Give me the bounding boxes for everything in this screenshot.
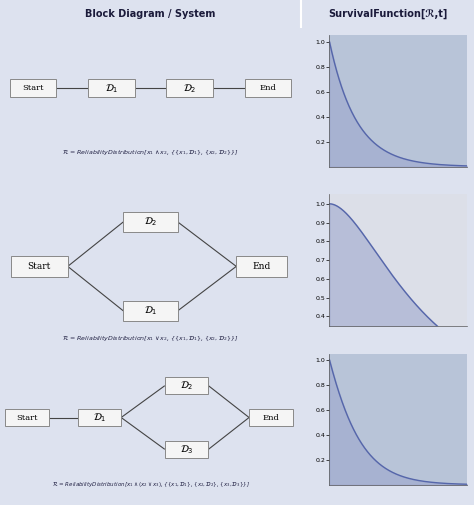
Bar <box>123 300 178 321</box>
Text: Block Diagram / System: Block Diagram / System <box>85 9 216 19</box>
Text: $\mathcal{R}$ = ReliabilityDistribution[$x_1 \wedge (x_2 \vee x_3)$, {$\{x_1, \m: $\mathcal{R}$ = ReliabilityDistribution[… <box>52 479 249 489</box>
Bar <box>249 409 293 426</box>
Text: $\mathcal{D}_3$: $\mathcal{D}_3$ <box>180 443 193 456</box>
Bar <box>10 79 56 97</box>
Bar <box>166 79 213 97</box>
Text: $\mathcal{D}_2$: $\mathcal{D}_2$ <box>183 82 196 94</box>
Text: Start: Start <box>27 262 51 271</box>
Text: $\mathcal{D}_2$: $\mathcal{D}_2$ <box>144 216 157 228</box>
Bar <box>78 409 121 426</box>
Bar <box>165 440 209 458</box>
Text: $\mathcal{D}_1$: $\mathcal{D}_1$ <box>105 82 118 94</box>
Text: $\mathcal{D}_2$: $\mathcal{D}_2$ <box>180 379 193 392</box>
Text: $\mathcal{D}_1$: $\mathcal{D}_1$ <box>144 305 157 317</box>
Text: End: End <box>259 84 276 92</box>
Text: SurvivalFunction[ℛ,t]: SurvivalFunction[ℛ,t] <box>328 9 447 19</box>
Text: End: End <box>253 262 271 271</box>
Text: Start: Start <box>22 84 44 92</box>
Text: $\mathcal{R}$ = ReliabilityDistribution[$x_1 \vee x_2$, {$\{x_1, \mathcal{D}_1\}: $\mathcal{R}$ = ReliabilityDistribution[… <box>63 333 238 343</box>
Bar <box>165 377 209 394</box>
Bar <box>245 79 291 97</box>
Bar <box>88 79 135 97</box>
Text: Start: Start <box>16 414 38 422</box>
Text: End: End <box>263 414 279 422</box>
Text: $\mathcal{D}_1$: $\mathcal{D}_1$ <box>92 411 106 424</box>
Bar <box>10 256 68 277</box>
Bar <box>123 212 178 232</box>
Text: $\mathcal{R}$ = ReliabilityDistribution[$x_1 \wedge x_2$, {$\{x_1, \mathcal{D}_1: $\mathcal{R}$ = ReliabilityDistribution[… <box>63 147 238 157</box>
Bar <box>5 409 49 426</box>
Bar <box>236 256 287 277</box>
